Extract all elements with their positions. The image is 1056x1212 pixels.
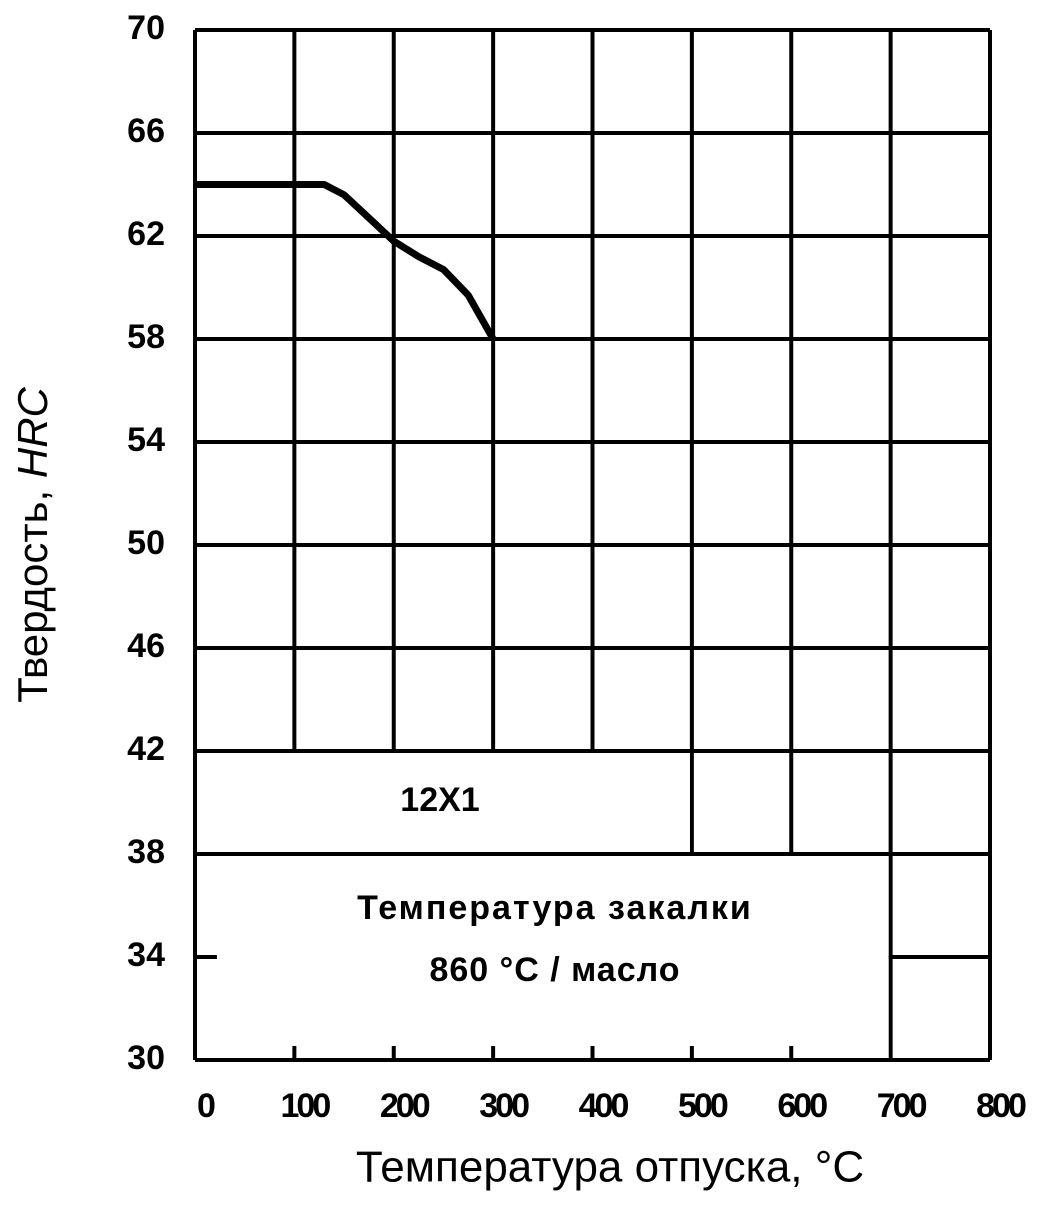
y-tick-label: 38 <box>127 833 165 871</box>
annotation: 860 °C / масло <box>429 951 680 989</box>
y-tick-label: 50 <box>127 524 165 562</box>
y-tick-label: 42 <box>127 730 165 768</box>
y-tick-label: 54 <box>127 421 165 459</box>
y-tick-label: 70 <box>127 9 165 47</box>
y-tick-label: 58 <box>127 318 165 356</box>
x-tick-label: 100 <box>281 1087 331 1125</box>
x-tick-label: 400 <box>579 1087 629 1125</box>
y-tick-label: 46 <box>127 627 165 665</box>
y-tick-label: 66 <box>127 112 165 150</box>
y-tick-label: 62 <box>127 215 165 253</box>
annotation: Температура закалки <box>357 889 753 927</box>
x-tick-label: 700 <box>877 1087 927 1125</box>
x-tick-label: 800 <box>976 1087 1026 1125</box>
annotation-box <box>197 856 889 1058</box>
line <box>195 181 497 341</box>
y-tick-label: 30 <box>127 1039 165 1077</box>
x-tick-label: 500 <box>678 1087 728 1125</box>
annotation-box <box>197 753 690 852</box>
x-axis-label: Температура отпуска, °C <box>356 1143 864 1192</box>
x-tick-label: 300 <box>479 1087 529 1125</box>
y-tick-label: 34 <box>127 936 165 974</box>
y-axis-label: Твердость, HRC <box>9 386 56 702</box>
series-label: 12X1 <box>400 781 479 819</box>
x-tick-label: 0 <box>197 1087 215 1125</box>
x-tick-label: 600 <box>777 1087 827 1125</box>
x-tick-label: 200 <box>380 1087 430 1125</box>
y-axis-unit: HRC <box>9 386 56 478</box>
y-axis-label-text: Твердость, <box>9 490 56 703</box>
